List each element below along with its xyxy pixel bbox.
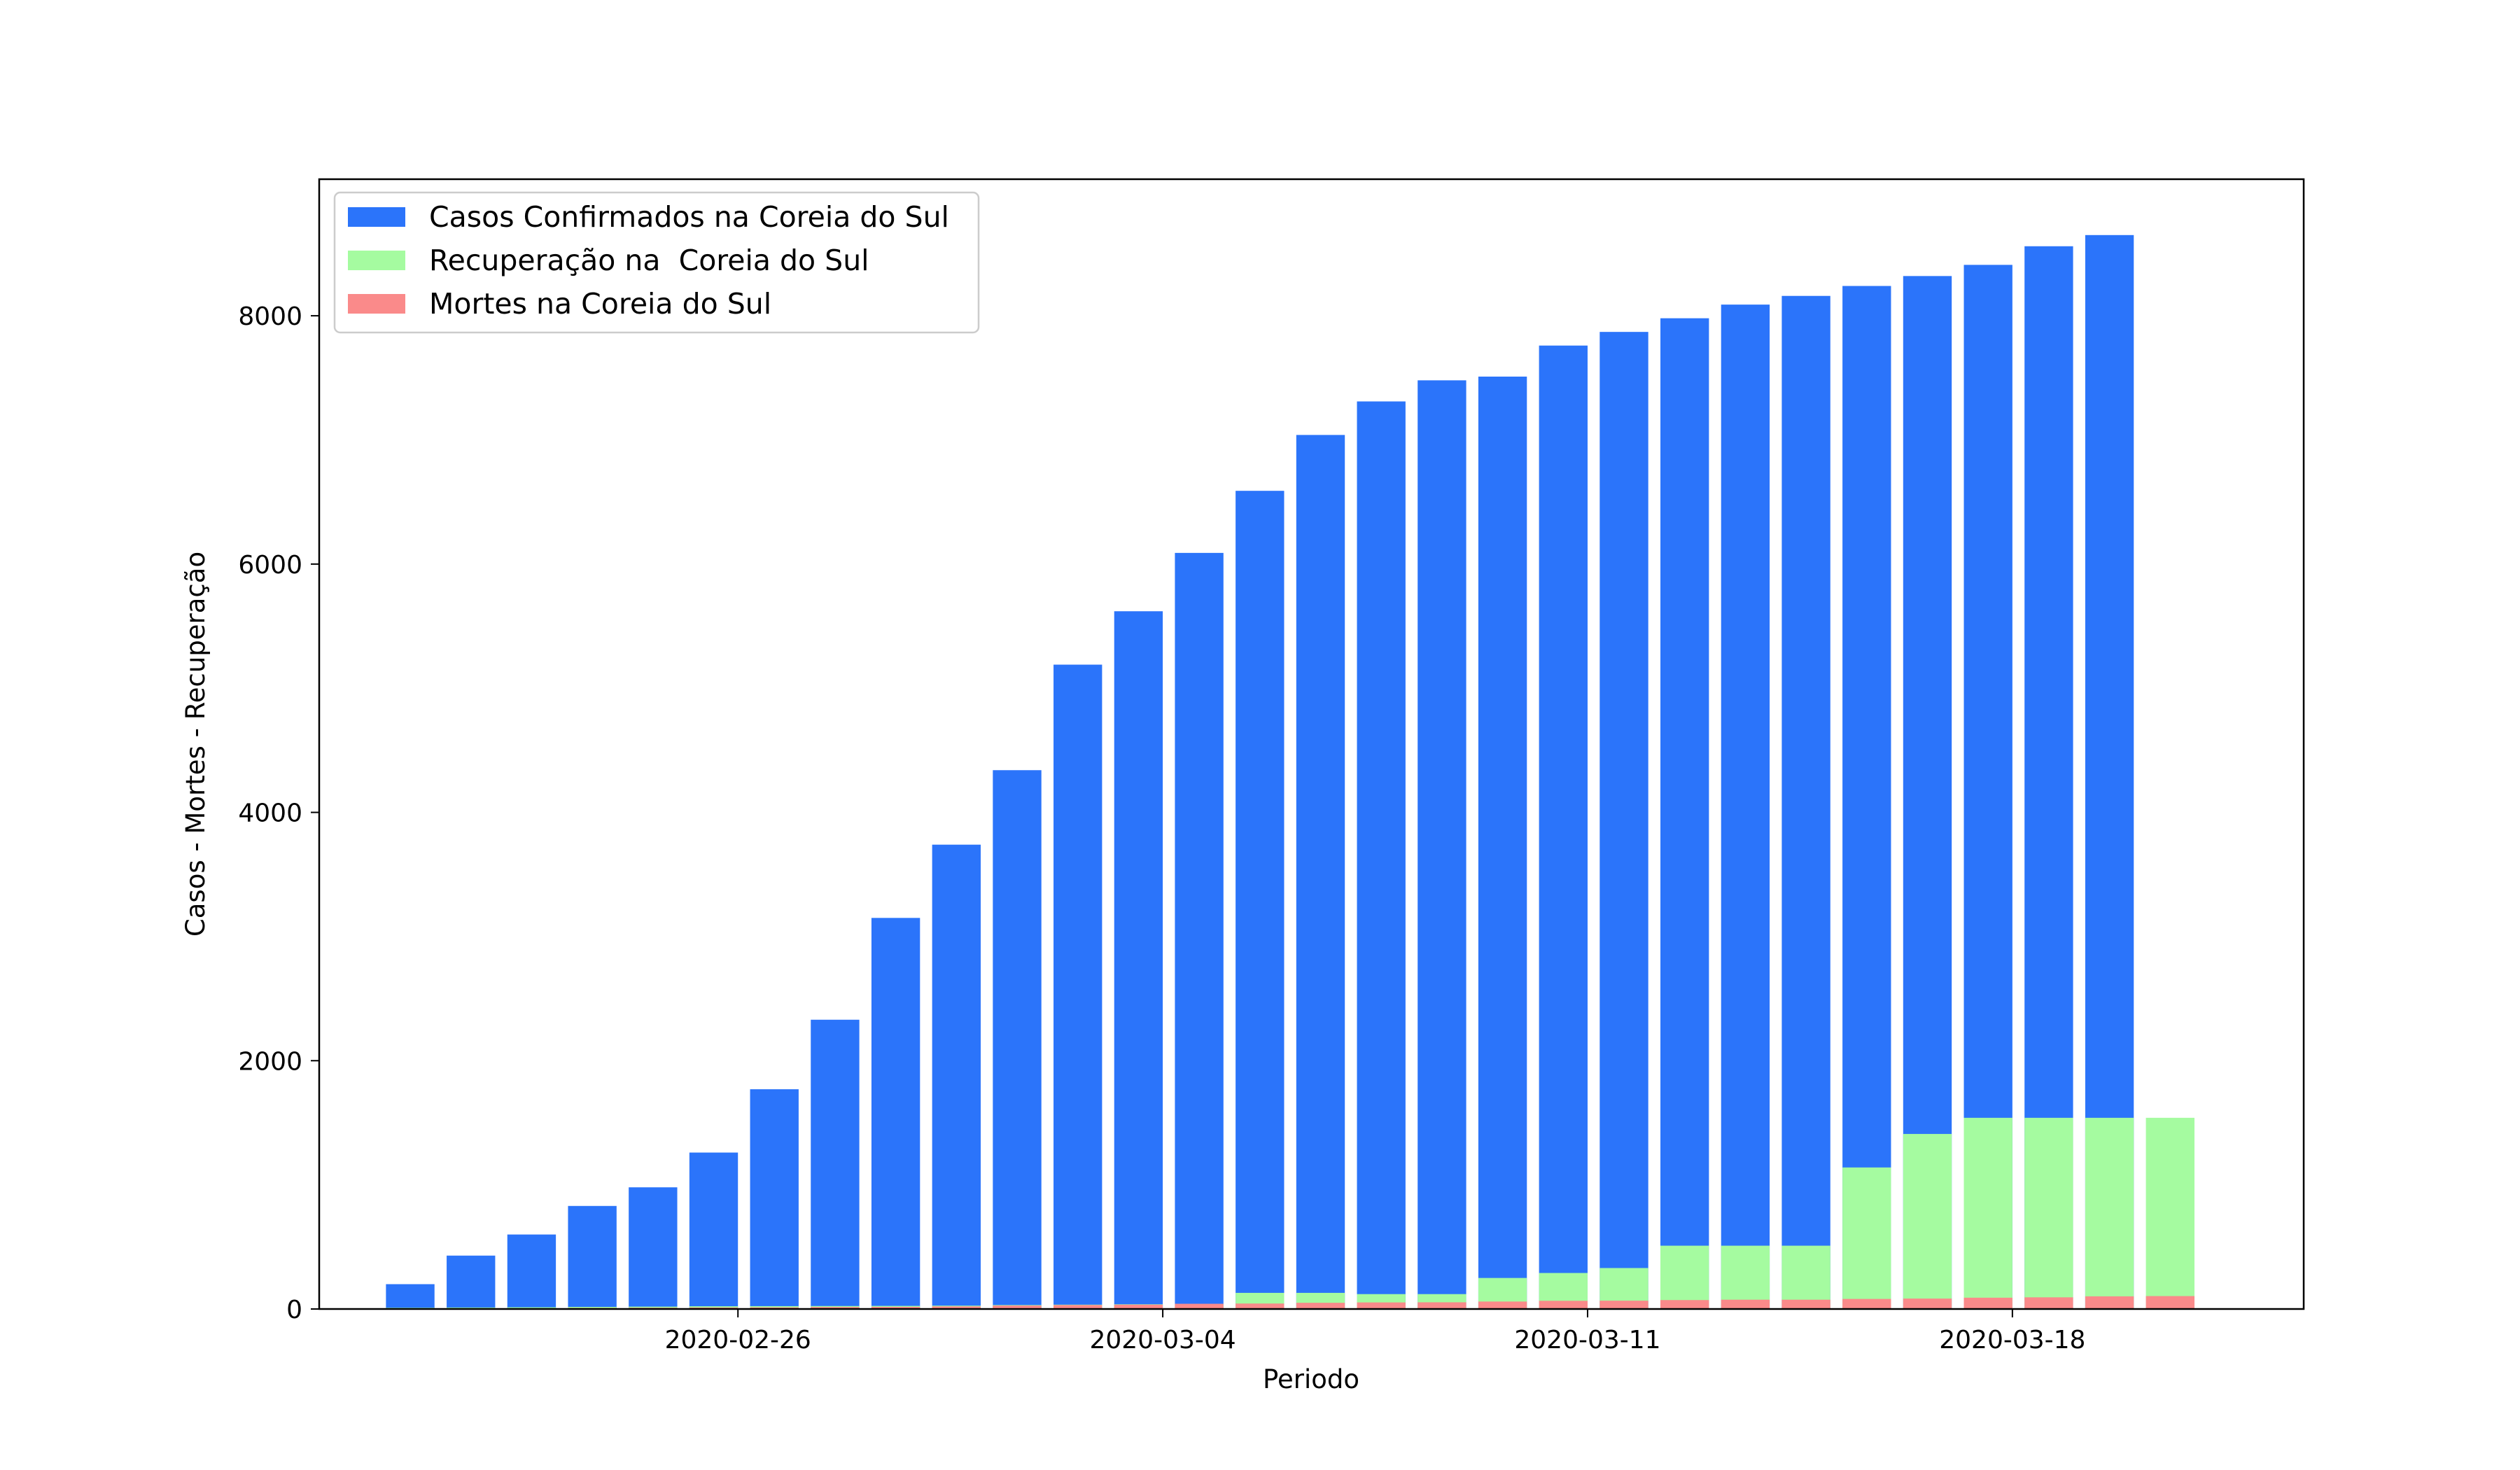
bar-deaths-28	[2085, 1296, 2134, 1309]
bar-confirmed-18	[1478, 377, 1527, 1309]
bar-deaths-16	[1357, 1302, 1406, 1309]
bar-deaths-10	[993, 1306, 1042, 1309]
bar-confirmed-2	[507, 1234, 556, 1309]
bar-deaths-11	[1054, 1305, 1102, 1309]
bar-deaths-19	[1539, 1301, 1588, 1309]
bar-recovered-28	[2085, 1117, 2134, 1309]
legend-swatch-deaths	[348, 294, 405, 314]
bar-confirmed-5	[689, 1152, 738, 1309]
y-axis: 0 2000 4000 6000 8000	[238, 302, 319, 1324]
bar-confirmed-1	[447, 1255, 496, 1309]
bar-confirmed-4	[629, 1187, 678, 1309]
x-tick-label: 2020-03-18	[1939, 1326, 2085, 1354]
bar-deaths-22	[1721, 1299, 1770, 1309]
y-axis-label: Casos - Mortes - Recuperação	[181, 552, 211, 937]
bar-confirmed-0	[386, 1284, 435, 1309]
y-tick-label: 0	[286, 1296, 302, 1324]
legend-swatch-recovered	[348, 251, 405, 270]
bar-recovered-23	[1782, 1245, 1830, 1309]
y-tick-label: 2000	[238, 1047, 302, 1076]
bar-confirmed-11	[1054, 664, 1102, 1309]
bar-deaths-21	[1660, 1300, 1709, 1309]
bar-confirmed-10	[993, 770, 1042, 1309]
bar-deaths-26	[1963, 1297, 2012, 1309]
bar-deaths-8	[871, 1306, 920, 1309]
bar-confirmed-19	[1539, 345, 1588, 1309]
legend-swatch-confirmed	[348, 207, 405, 227]
bar-confirmed-6	[750, 1089, 799, 1309]
bar-deaths-14	[1236, 1303, 1284, 1309]
bar-confirmed-17	[1418, 380, 1466, 1309]
bar-deaths-20	[1600, 1301, 1648, 1309]
bar-recovered-29	[2146, 1117, 2194, 1309]
bar-deaths-17	[1418, 1302, 1466, 1309]
legend-frame	[333, 191, 980, 334]
bar-confirmed-13	[1175, 552, 1224, 1309]
bar-recovered-27	[2024, 1117, 2073, 1309]
bar-recovered-26	[1963, 1117, 2012, 1309]
bar-confirmed-8	[871, 918, 920, 1309]
bar-confirmed-22	[1721, 304, 1770, 1309]
legend-label-deaths: Mortes na Coreia do Sul	[429, 287, 771, 321]
bar-confirmed-12	[1114, 611, 1163, 1309]
bar-confirmed-20	[1600, 332, 1648, 1309]
x-tick-label: 2020-02-26	[665, 1326, 811, 1354]
bar-deaths-15	[1296, 1303, 1345, 1309]
x-axis-label: Periodo	[1263, 1364, 1359, 1394]
bar-confirmed-14	[1236, 491, 1284, 1310]
bar-deaths-13	[1175, 1303, 1224, 1309]
bar-confirmed-3	[568, 1205, 617, 1309]
bar-recovered-22	[1721, 1245, 1770, 1309]
x-axis: 2020-02-26 2020-03-04 2020-03-11 2020-03-18	[665, 1309, 2085, 1354]
bar-confirmed-15	[1296, 435, 1345, 1309]
bar-recovered-3	[568, 1306, 617, 1309]
bar-confirmed-23	[1782, 295, 1830, 1310]
x-tick-label: 2020-03-11	[1514, 1326, 1660, 1354]
bar-deaths-7	[811, 1307, 860, 1309]
x-tick-label: 2020-03-04	[1089, 1326, 1236, 1354]
bar-deaths-12	[1114, 1304, 1163, 1309]
bar-confirmed-24	[1842, 286, 1891, 1309]
bar-deaths-9	[932, 1306, 981, 1309]
bar-deaths-18	[1478, 1301, 1527, 1309]
y-tick-label: 6000	[238, 551, 302, 580]
bar-deaths-25	[1903, 1298, 1952, 1309]
bar-deaths-27	[2024, 1297, 2073, 1309]
y-tick-label: 4000	[238, 799, 302, 828]
legend-label-confirmed: Casos Confirmados na Coreia do Sul	[429, 200, 949, 234]
legend-label-recovered: Recuperação na Coreia do Sul	[429, 244, 869, 277]
bar-confirmed-9	[932, 844, 981, 1309]
y-tick-label: 8000	[238, 302, 302, 331]
bar-confirmed-21	[1660, 318, 1709, 1309]
bar-recovered-25	[1903, 1133, 1952, 1309]
bar-recovered-21	[1660, 1245, 1709, 1309]
bar-confirmed-7	[811, 1019, 860, 1309]
bar-deaths-24	[1842, 1298, 1891, 1309]
bar-deaths-23	[1782, 1299, 1830, 1309]
bar-confirmed-16	[1357, 401, 1406, 1309]
legend: Casos Confirmados na Coreia do Sul Recupe…	[333, 191, 980, 334]
bars-group	[386, 234, 2194, 1310]
bar-deaths-29	[2146, 1296, 2194, 1309]
bar-recovered-24	[1842, 1167, 1891, 1309]
plot-frame	[318, 178, 2305, 1310]
